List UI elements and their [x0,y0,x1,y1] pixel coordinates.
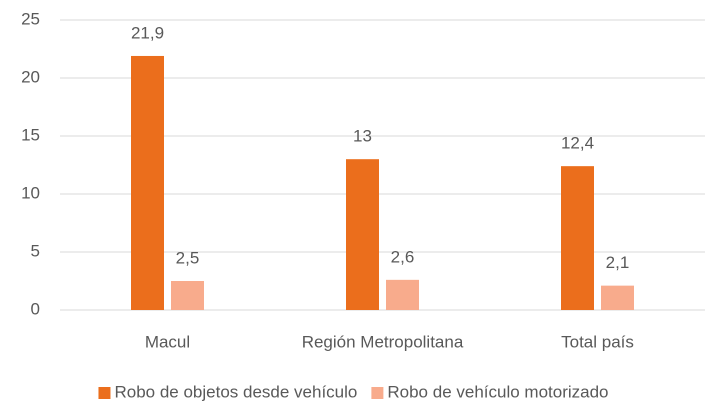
value-label: 2,1 [606,253,630,272]
bar [386,279,419,310]
value-label: 12,4 [561,134,594,153]
bar [131,55,164,311]
bar [171,281,204,310]
bar [561,166,594,310]
bar [601,285,634,310]
y-tick-label: 20 [21,67,40,86]
value-label: 21,9 [131,23,164,42]
value-label: 2,5 [176,248,200,267]
value-label: 2,6 [391,247,415,266]
legend-swatch [98,387,111,399]
y-tick-label: 5 [31,241,40,260]
legend-label: Robo de objetos desde vehículo [114,382,357,401]
bar [346,159,379,310]
value-label: 13 [353,127,372,146]
legend-label: Robo de vehículo motorizado [387,382,608,401]
y-tick-label: 25 [21,9,40,28]
x-tick-label: Región Metropolitana [302,332,464,351]
x-tick-label: Macul [145,332,190,351]
y-tick-label: 0 [31,299,40,318]
y-tick-label: 15 [21,125,40,144]
x-tick-label: Total país [561,332,634,351]
y-tick-label: 10 [21,183,40,202]
legend-swatch [371,387,384,399]
